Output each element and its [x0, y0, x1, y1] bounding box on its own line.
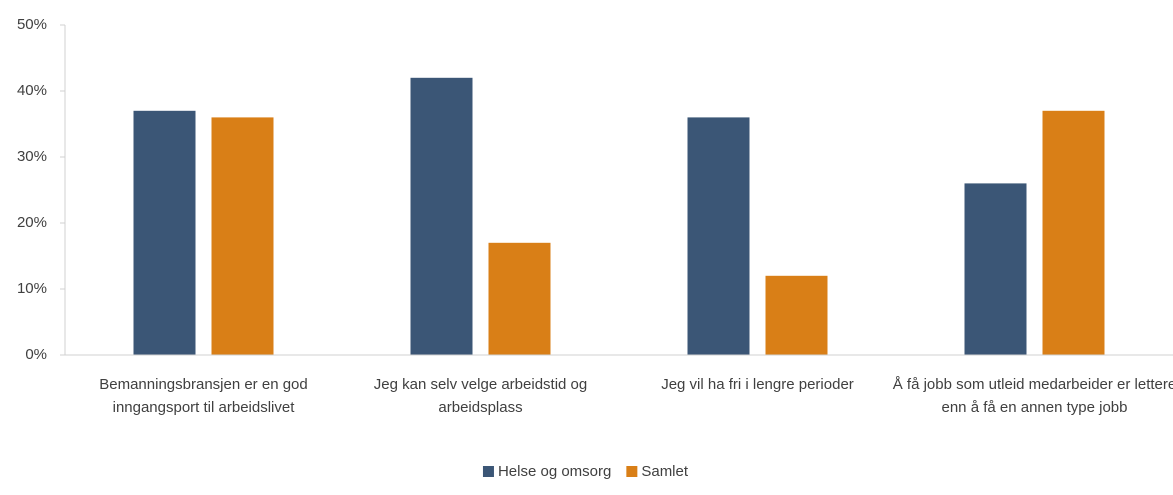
x-tick-label: Bemanningsbransjen er en god inngangspor…: [99, 376, 308, 416]
y-tick-label: 50%: [17, 16, 47, 33]
legend-label: Samlet: [641, 463, 689, 480]
bar: [488, 242, 551, 355]
y-tick-label: 0%: [25, 346, 47, 363]
x-tick-label: Jeg vil ha fri i lengre perioder: [661, 376, 854, 393]
bar: [133, 110, 196, 355]
y-tick-label: 30%: [17, 148, 47, 165]
legend-label: Helse og omsorg: [498, 463, 611, 480]
x-tick-label: Jeg kan selv velge arbeidstid og arbeids…: [373, 376, 588, 416]
bar: [1042, 110, 1105, 355]
x-tick-label: Å få jobb som utleid medarbeider er lett…: [892, 376, 1173, 416]
bar: [765, 275, 828, 355]
bar: [211, 117, 274, 356]
y-tick-label: 10%: [17, 280, 47, 297]
y-tick-label: 40%: [17, 82, 47, 99]
bar: [687, 117, 750, 356]
bar: [964, 183, 1027, 355]
bar: [410, 77, 473, 356]
y-tick-label: 20%: [17, 214, 47, 231]
legend-swatch: [626, 466, 638, 477]
legend-swatch: [482, 466, 494, 477]
